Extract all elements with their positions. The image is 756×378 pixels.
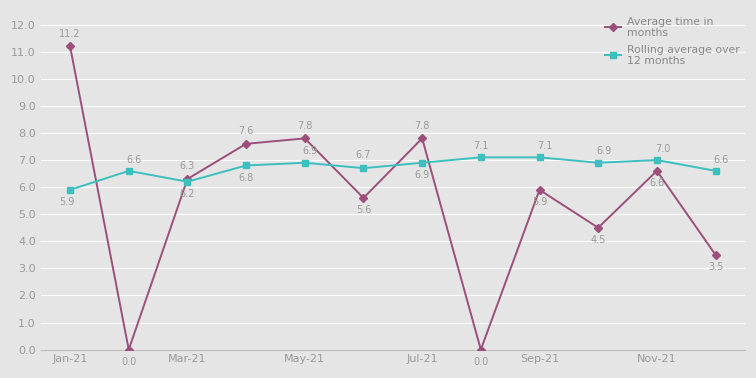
Text: 11.2: 11.2 [59,29,81,39]
Text: 0.0: 0.0 [121,357,136,367]
Legend: Average time in
months, Rolling average over
12 months: Average time in months, Rolling average … [605,17,739,66]
Text: 6.6: 6.6 [649,178,665,188]
Text: 5.9: 5.9 [60,197,75,207]
Text: 7.8: 7.8 [297,121,312,131]
Text: 6.2: 6.2 [180,189,195,199]
Text: 6.9: 6.9 [302,146,318,156]
Text: 7.1: 7.1 [473,141,488,151]
Text: 7.8: 7.8 [414,121,430,131]
Text: 7.0: 7.0 [655,144,670,154]
Text: 5.9: 5.9 [531,197,547,207]
Text: 7.6: 7.6 [238,126,254,136]
Text: 5.6: 5.6 [356,205,371,215]
Text: 6.8: 6.8 [238,173,254,183]
Text: 6.7: 6.7 [356,150,371,160]
Text: 4.5: 4.5 [590,235,606,245]
Text: 6.6: 6.6 [714,155,729,164]
Text: 7.1: 7.1 [538,141,553,151]
Text: 3.5: 3.5 [708,262,723,272]
Text: 6.9: 6.9 [414,170,429,180]
Text: 6.3: 6.3 [180,161,195,171]
Text: 6.9: 6.9 [596,146,612,156]
Text: 6.6: 6.6 [127,155,142,164]
Text: 0.0: 0.0 [473,357,488,367]
